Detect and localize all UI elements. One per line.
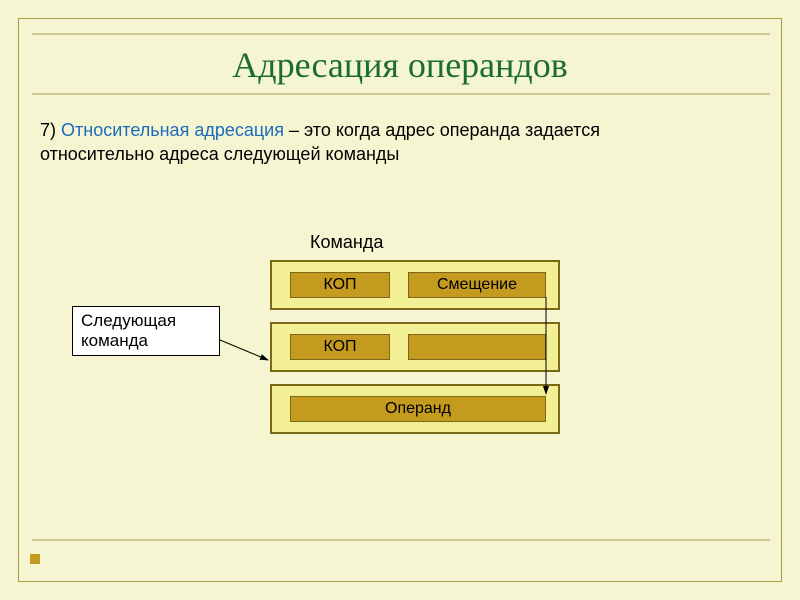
body-term: Относительная адресация	[61, 120, 284, 140]
row2-kop: КОП	[290, 334, 390, 360]
row1-kop: КОП	[290, 272, 390, 298]
body-number: 7)	[40, 120, 56, 140]
slide-title: Адресация операндов	[0, 44, 800, 86]
label-command: Команда	[310, 232, 383, 253]
row1-offset: Смещение	[408, 272, 546, 298]
slide: Адресация операндов 7) Относительная адр…	[0, 0, 800, 600]
body-text: 7) Относительная адресация – это когда а…	[40, 118, 660, 167]
next-command-line1: Следующая	[81, 311, 176, 330]
row3-operand: Операнд	[290, 396, 546, 422]
next-command-box: Следующая команда	[72, 306, 220, 356]
row2-blank	[408, 334, 546, 360]
next-command-line2: команда	[81, 331, 148, 350]
